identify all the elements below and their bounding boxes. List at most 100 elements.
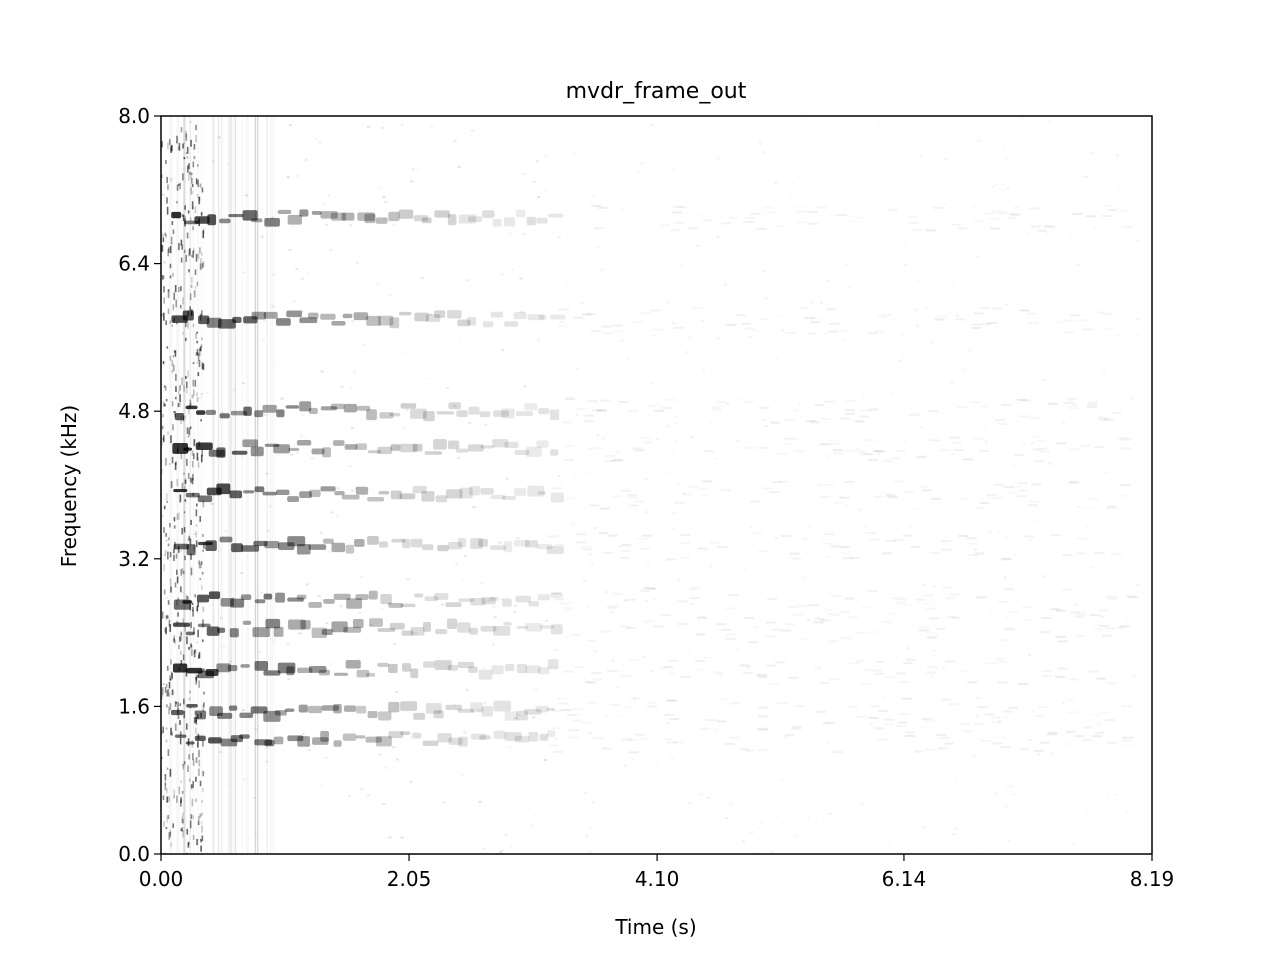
spectrogram-cell	[618, 545, 622, 548]
spectrogram-cell	[997, 681, 1008, 684]
spectrogram-cell	[478, 800, 482, 803]
spectrogram-cell	[889, 393, 892, 395]
spectrogram-cell	[532, 181, 536, 184]
spectrogram-cell	[500, 849, 504, 852]
spectrogram-cell	[167, 142, 169, 150]
spectrogram-cell	[569, 819, 572, 821]
spectrogram-cell	[1047, 731, 1058, 734]
spectrogram-cell	[364, 213, 376, 224]
spectrogram-cell	[828, 592, 831, 594]
spectrogram-cell	[687, 485, 698, 488]
spectrogram-cell	[766, 664, 777, 667]
spectrogram-cell	[247, 116, 249, 854]
spectrogram-cell	[567, 714, 578, 717]
spectrogram-cell	[193, 649, 196, 658]
spectrogram-cell	[704, 551, 707, 553]
spectrogram-cell	[563, 670, 574, 673]
spectrogram-cell	[192, 250, 194, 258]
spectrogram-cell	[781, 629, 792, 632]
spectrogram-cell	[621, 489, 632, 492]
spectrogram-cell	[207, 548, 211, 551]
spectrogram-cell	[285, 405, 300, 409]
spectrogram-cell	[489, 545, 507, 550]
spectrogram-cell	[268, 505, 272, 508]
spectrogram-cell	[889, 457, 900, 460]
spectrogram-cell	[489, 357, 492, 359]
spectrogram-cell	[202, 787, 204, 793]
spectrogram-cell	[804, 317, 815, 320]
spectrogram-cell	[182, 829, 184, 838]
spectrogram-cell	[193, 627, 195, 634]
spectrogram-cell	[242, 271, 246, 274]
spectrogram-cell	[261, 338, 265, 341]
spectrogram-cell	[828, 214, 838, 216]
spectrogram-cell	[296, 440, 312, 446]
spectrogram-cell	[689, 337, 692, 339]
spectrogram-cell	[264, 540, 280, 549]
spectrogram-cell	[950, 381, 954, 384]
spectrogram-cell	[455, 448, 469, 453]
spectrogram-cell	[904, 734, 915, 737]
spectrogram-cell	[190, 643, 192, 648]
spectrogram-cell	[320, 730, 329, 742]
spectrogram-cell	[184, 216, 187, 220]
spectrogram-cell	[192, 389, 195, 397]
spectrogram-cell	[708, 361, 711, 363]
spectrogram-cell	[550, 449, 559, 456]
spectrogram-cell	[933, 585, 937, 588]
spectrogram-cell	[820, 301, 824, 304]
spectrogram-cell	[928, 410, 939, 413]
spectrogram-cell	[606, 606, 617, 609]
spectrogram-cell	[187, 249, 190, 257]
spectrogram-cell	[410, 538, 423, 548]
spectrogram-cell	[708, 437, 711, 439]
spectrogram-cell	[988, 531, 992, 534]
spectrogram-cell	[992, 496, 1003, 499]
spectrogram-cell	[288, 447, 300, 452]
spectrogram-cell	[936, 733, 947, 736]
spectrogram-cell	[937, 327, 940, 329]
spectrogram-cell	[379, 541, 389, 548]
spectrogram-cell	[1003, 486, 1014, 489]
spectrogram-cell	[1097, 416, 1108, 419]
spectrogram-cell	[202, 533, 204, 538]
spectrogram-cell	[167, 689, 169, 697]
spectrogram-cell	[161, 756, 163, 759]
spectrogram-cell	[334, 672, 349, 676]
spectrogram-cell	[196, 340, 198, 344]
spectrogram-cell	[194, 735, 206, 741]
spectrogram-cell	[307, 312, 319, 319]
spectrogram-cell	[534, 688, 538, 691]
spectrogram-cell	[544, 155, 548, 158]
spectrogram-cell	[164, 232, 167, 236]
spectrogram-cell	[457, 708, 475, 713]
spectrogram-cell	[839, 546, 850, 549]
spectrogram-cell	[169, 768, 172, 777]
spectrogram-cell	[229, 660, 233, 663]
spectrogram-cell	[167, 537, 170, 541]
spectrogram-cell	[610, 611, 614, 614]
spectrogram-cell	[1065, 698, 1075, 700]
spectrogram-cell	[366, 315, 381, 326]
spectrogram-cell	[198, 768, 200, 776]
spectrogram-cell	[780, 315, 783, 317]
spectrogram-cell	[895, 449, 906, 452]
spectrogram-cell	[300, 310, 304, 313]
spectrogram-cell	[177, 545, 180, 553]
spectrogram-cell	[179, 703, 182, 706]
spectrogram-cell	[388, 836, 392, 839]
spectrogram-cell	[735, 314, 746, 317]
spectrogram-cell	[816, 710, 827, 713]
spectrogram-cell	[189, 171, 191, 175]
spectrogram-cell	[939, 736, 950, 739]
spectrogram-cell	[222, 600, 225, 602]
spectrogram-cell	[470, 702, 484, 713]
spectrogram-cell	[345, 544, 355, 554]
spectrogram-cell	[266, 116, 268, 854]
spectrogram-cell	[700, 727, 711, 730]
spectrogram-cell	[384, 766, 388, 769]
spectrogram-cell	[1048, 462, 1052, 465]
spectrogram-cell	[448, 402, 461, 410]
spectrogram-cell	[185, 723, 188, 730]
spectrogram-cell	[876, 124, 879, 126]
